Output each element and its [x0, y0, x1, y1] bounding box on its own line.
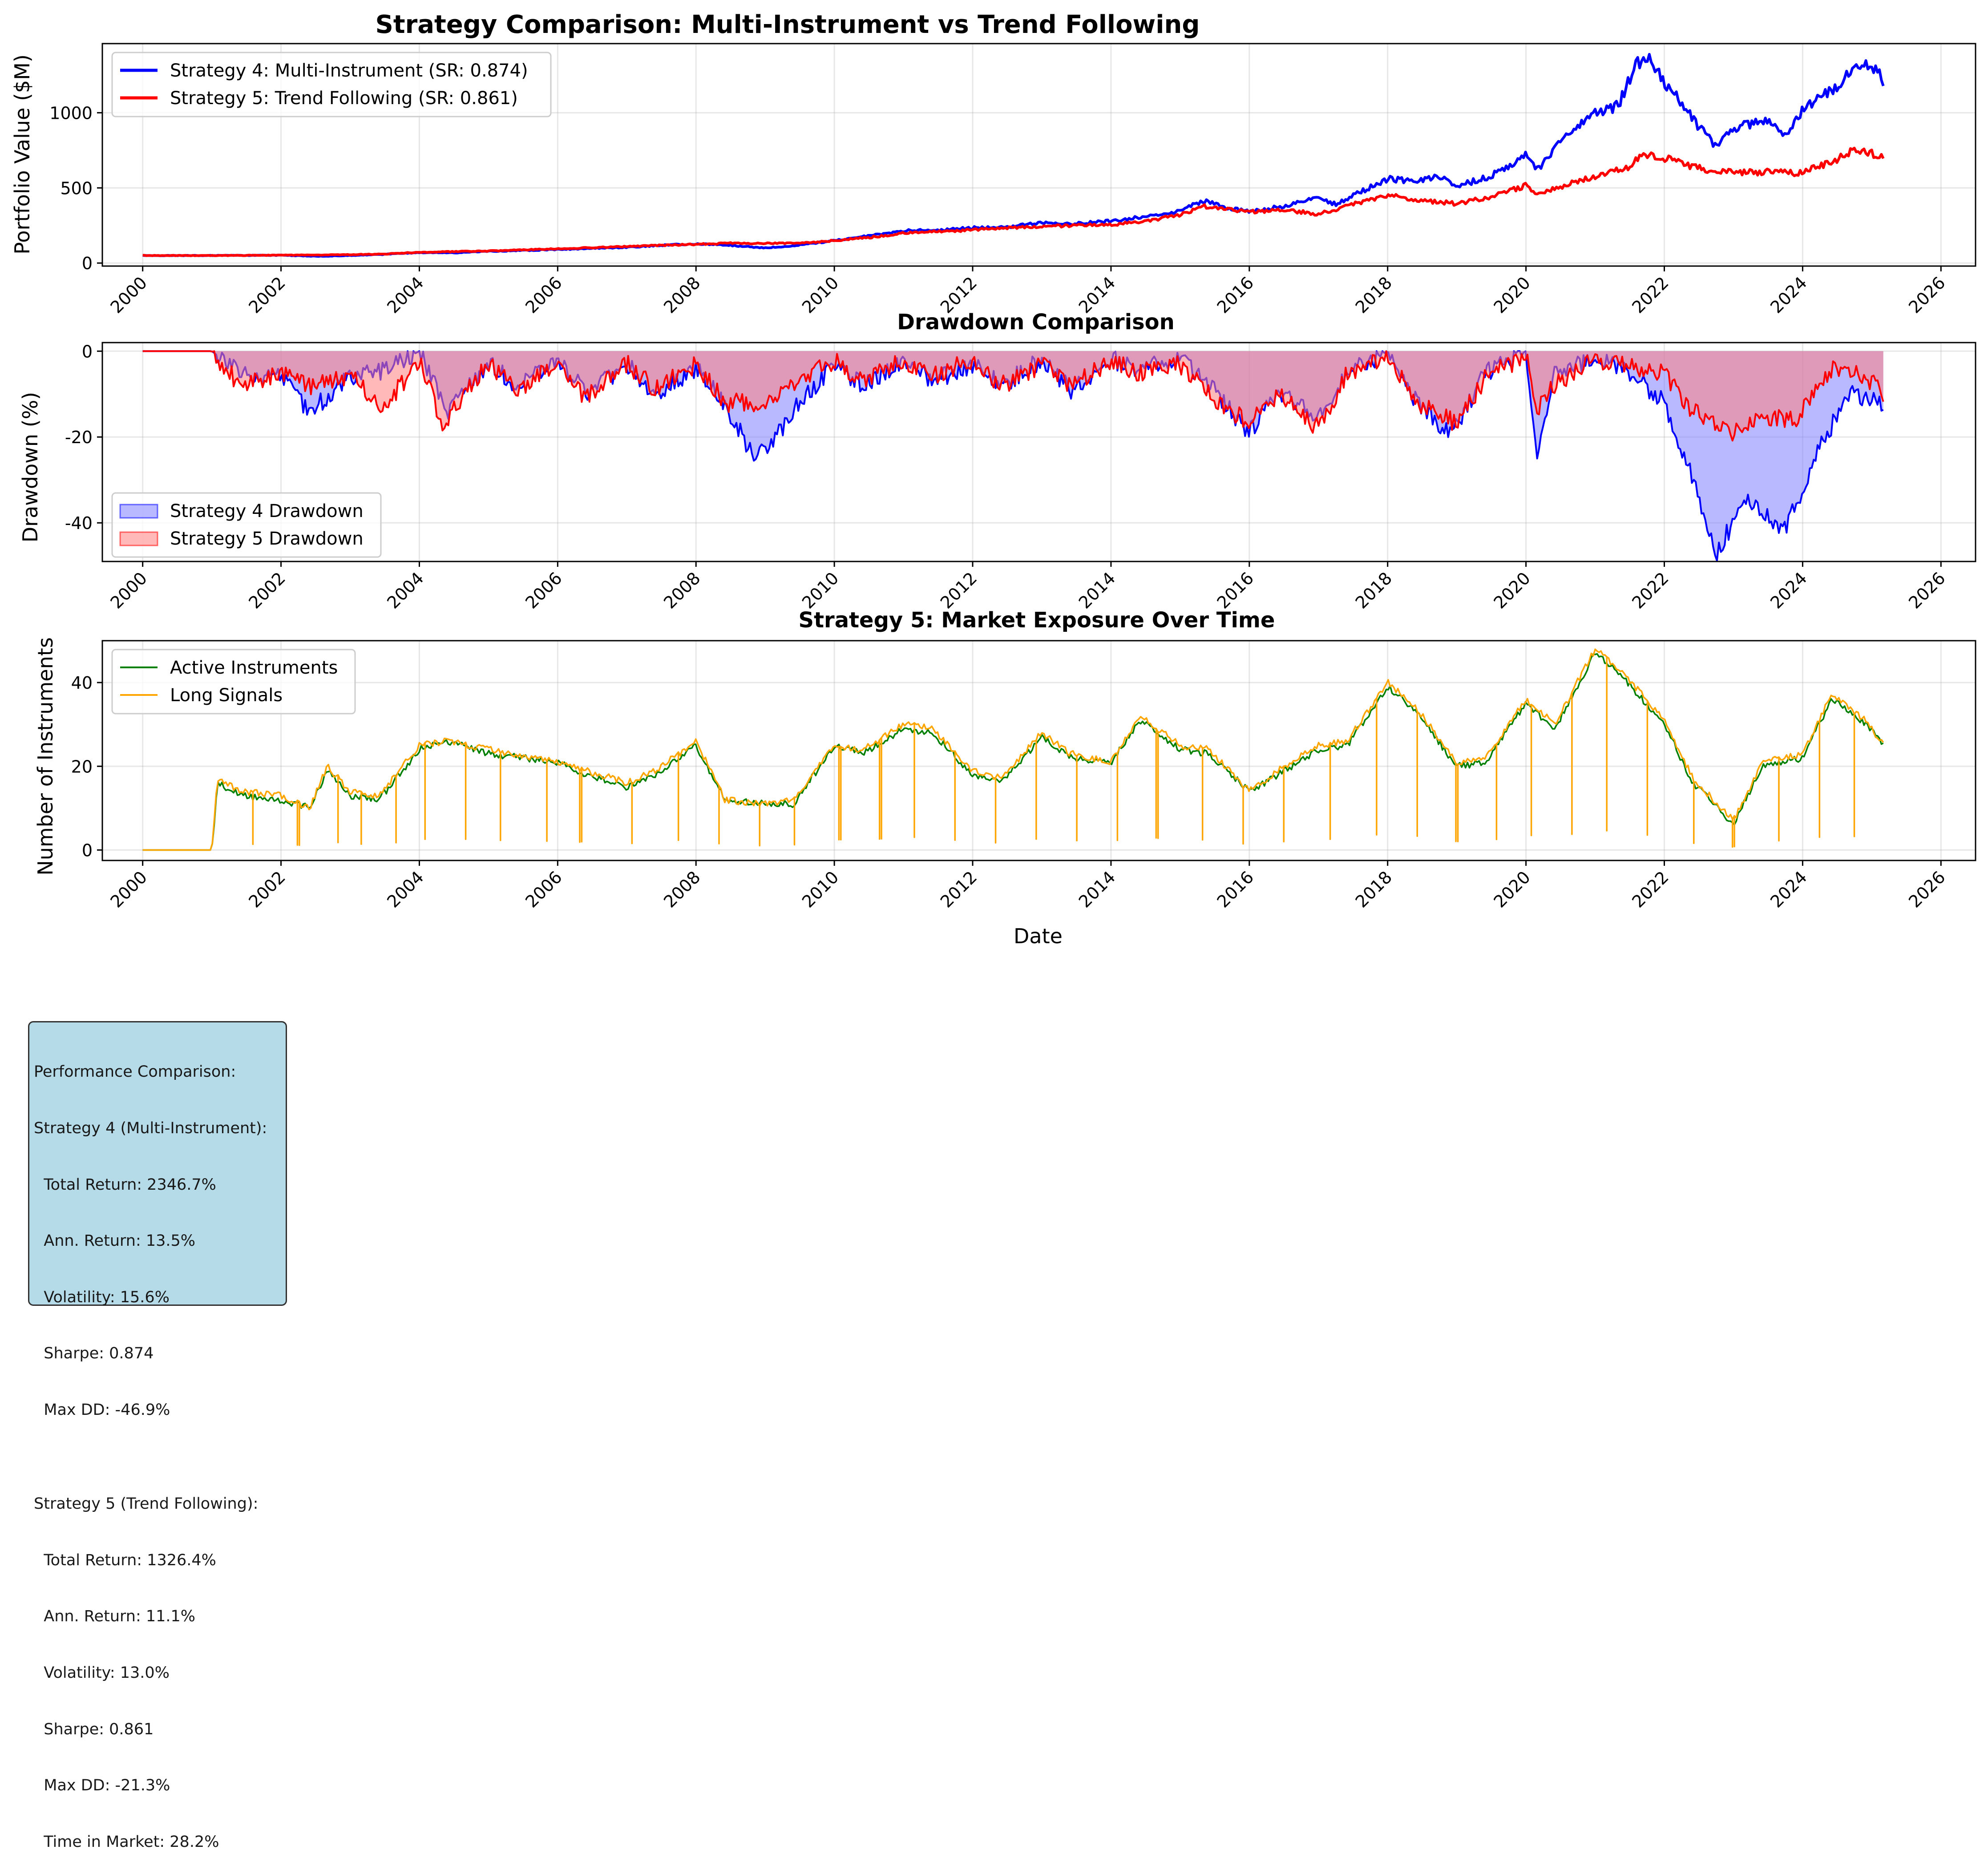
plot-frame — [101, 342, 1976, 562]
x-tick-label: 2026 — [1905, 568, 1949, 613]
x-tick-label: 2012 — [937, 568, 981, 613]
portfolio-value-panel: Strategy Comparison: Multi-Instrument vs… — [10, 10, 1976, 317]
x-tick-label: 2002 — [245, 867, 289, 912]
plot-frame — [101, 640, 1976, 861]
x-tick-label: 2020 — [1490, 867, 1534, 912]
legend-swatch — [119, 504, 158, 519]
legend-label: Strategy 4: Multi-Instrument (SR: 0.874) — [170, 61, 528, 81]
stats-line: Strategy 4 (Multi-Instrument): — [34, 1119, 267, 1138]
x-tick-label: 2022 — [1628, 568, 1673, 613]
y-tick-label: 40 — [71, 673, 93, 693]
x-tick-label: 2018 — [1352, 867, 1396, 912]
y-tick-label: -20 — [65, 428, 93, 447]
stats-line: Total Return: 2346.7% — [34, 1175, 216, 1194]
y-tick-label: 500 — [60, 178, 93, 198]
x-tick-label: 2002 — [245, 568, 289, 613]
x-axis-label: Date — [1014, 924, 1063, 948]
x-tick-label: 2004 — [383, 273, 428, 317]
x-tick-label: 2026 — [1905, 867, 1949, 912]
stats-line: Strategy 5 (Trend Following): — [34, 1495, 259, 1513]
y-axis-label: Number of Instruments — [33, 637, 57, 875]
legend-label: Active Instruments — [170, 658, 338, 678]
x-tick-label: 2022 — [1628, 867, 1673, 912]
x-tick-label: 2020 — [1490, 568, 1534, 613]
y-axis-label: Drawdown (%) — [18, 392, 42, 543]
stats-line: Volatility: 15.6% — [34, 1288, 170, 1306]
x-tick-label: 2024 — [1766, 273, 1811, 317]
chart-title: Drawdown Comparison — [897, 310, 1175, 335]
x-tick-label: 2002 — [245, 273, 289, 317]
x-tick-label: 2024 — [1766, 568, 1811, 613]
x-tick-label: 2020 — [1490, 273, 1534, 317]
legend-box — [111, 492, 382, 558]
x-tick-label: 2000 — [107, 568, 151, 613]
x-tick-label: 2018 — [1352, 273, 1396, 317]
y-tick-label: 0 — [82, 254, 93, 273]
series-line — [142, 648, 1884, 851]
x-tick-label: 2008 — [660, 867, 704, 912]
x-tick-label: 2006 — [521, 867, 566, 912]
x-tick-label: 2016 — [1213, 568, 1258, 613]
figure: Strategy Comparison: Multi-Instrument vs… — [10, 10, 1976, 948]
legend-label: Strategy 5: Trend Following (SR: 0.861) — [170, 88, 518, 109]
x-tick-label: 2022 — [1628, 273, 1673, 317]
y-axis-label: Portfolio Value ($M) — [10, 54, 34, 254]
y-tick-label: -40 — [65, 513, 93, 533]
x-tick-label: 2000 — [107, 273, 151, 317]
stats-line: Sharpe: 0.861 — [34, 1720, 154, 1738]
stats-line: Ann. Return: 11.1% — [34, 1607, 196, 1626]
x-tick-label: 2014 — [1075, 867, 1119, 912]
stats-line: Sharpe: 0.874 — [34, 1345, 154, 1363]
series-line — [142, 350, 1884, 442]
stats-line: Max DD: -46.9% — [34, 1401, 170, 1419]
x-tick-label: 2018 — [1352, 568, 1396, 613]
x-tick-label: 2010 — [798, 867, 843, 912]
plot-frame — [101, 43, 1976, 267]
x-tick-label: 2010 — [798, 568, 843, 613]
x-tick-label: 2008 — [660, 568, 704, 613]
y-tick-label: 0 — [82, 342, 93, 361]
performance-stats-box: Performance Comparison: Strategy 4 (Mult… — [28, 1021, 287, 1851]
chart-title: Strategy Comparison: Multi-Instrument vs… — [376, 10, 1200, 39]
series-line — [142, 146, 1885, 257]
x-tick-label: 2016 — [1213, 867, 1258, 912]
y-tick-label: 20 — [71, 757, 93, 776]
x-tick-label: 2008 — [660, 273, 704, 317]
y-tick-label: 0 — [82, 840, 93, 860]
stats-line: Performance Comparison: — [34, 1063, 236, 1081]
legend-box — [111, 52, 552, 117]
drawdown-panel: Drawdown Comparison Drawdown (%) 2000 200… — [18, 310, 1976, 613]
legend-label: Strategy 5 Drawdown — [170, 529, 364, 549]
stats-line: Max DD: -21.3% — [34, 1777, 170, 1795]
x-tick-label: 2026 — [1905, 273, 1949, 317]
y-tick-label: 1000 — [49, 103, 93, 123]
market-exposure-panel: Strategy 5: Market Exposure Over Time Nu… — [33, 608, 1976, 948]
x-tick-label: 2004 — [383, 867, 428, 912]
legend-swatch — [119, 531, 158, 546]
legend-label: Strategy 4 Drawdown — [170, 501, 364, 521]
x-tick-label: 2014 — [1075, 568, 1119, 613]
stats-line: Time in Market: 28.2% — [34, 1833, 219, 1851]
x-tick-label: 2016 — [1213, 273, 1258, 317]
x-tick-label: 2006 — [521, 568, 566, 613]
stats-line: Total Return: 1326.4% — [34, 1551, 216, 1569]
x-tick-label: 2024 — [1766, 867, 1811, 912]
legend-label: Long Signals — [170, 685, 283, 706]
x-tick-label: 2006 — [521, 273, 566, 317]
stats-line: Volatility: 13.0% — [34, 1664, 170, 1682]
x-tick-label: 2010 — [798, 273, 843, 317]
chart-title: Strategy 5: Market Exposure Over Time — [799, 608, 1275, 633]
x-tick-label: 2000 — [107, 867, 151, 912]
x-tick-label: 2004 — [383, 568, 428, 613]
legend-box — [111, 649, 356, 715]
stats-line: Ann. Return: 13.5% — [34, 1232, 196, 1250]
series-line — [142, 653, 1884, 851]
x-tick-label: 2012 — [937, 867, 981, 912]
